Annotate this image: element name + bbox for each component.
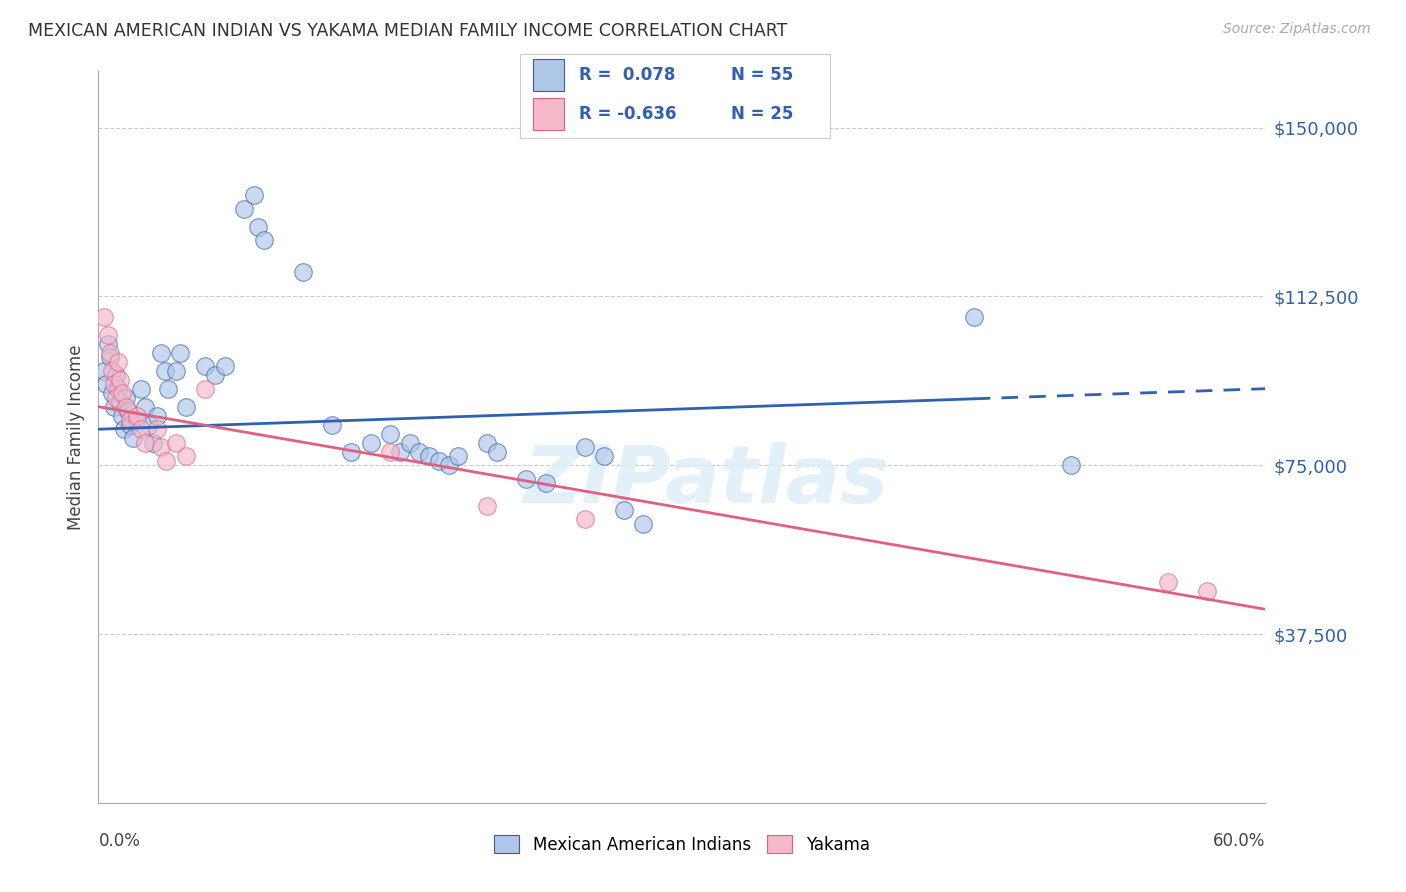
Point bbox=[93, 364, 115, 378]
Point bbox=[103, 400, 125, 414]
Point bbox=[408, 444, 430, 458]
Point bbox=[101, 386, 124, 401]
Point bbox=[962, 310, 984, 324]
Point bbox=[118, 417, 141, 432]
Point bbox=[112, 422, 135, 436]
Text: 60.0%: 60.0% bbox=[1213, 832, 1265, 850]
Point bbox=[340, 444, 363, 458]
Point bbox=[574, 512, 596, 526]
Point bbox=[204, 368, 226, 383]
Point bbox=[114, 391, 136, 405]
Point bbox=[593, 449, 616, 463]
Point bbox=[169, 345, 191, 359]
Point bbox=[1157, 575, 1180, 590]
Point bbox=[194, 359, 217, 374]
Point bbox=[380, 426, 402, 441]
Point bbox=[93, 310, 115, 324]
Point bbox=[165, 364, 187, 378]
Point bbox=[134, 400, 156, 414]
Text: MEXICAN AMERICAN INDIAN VS YAKAMA MEDIAN FAMILY INCOME CORRELATION CHART: MEXICAN AMERICAN INDIAN VS YAKAMA MEDIAN… bbox=[28, 22, 787, 40]
Point bbox=[515, 472, 537, 486]
Point bbox=[122, 431, 145, 445]
Point bbox=[97, 336, 120, 351]
Point bbox=[98, 350, 121, 364]
Point bbox=[174, 449, 197, 463]
Point bbox=[98, 345, 121, 359]
Point bbox=[447, 449, 470, 463]
Point bbox=[127, 413, 149, 427]
Point bbox=[129, 382, 152, 396]
Point bbox=[631, 516, 654, 531]
Y-axis label: Median Family Income: Median Family Income bbox=[66, 344, 84, 530]
Point bbox=[1060, 458, 1083, 473]
Point bbox=[97, 327, 120, 342]
Point bbox=[127, 409, 149, 423]
Point bbox=[117, 404, 139, 418]
FancyBboxPatch shape bbox=[533, 59, 564, 91]
Point bbox=[321, 417, 343, 432]
Point bbox=[146, 409, 169, 423]
Point bbox=[138, 417, 160, 432]
Point bbox=[107, 354, 129, 368]
Point bbox=[129, 422, 152, 436]
Point bbox=[427, 453, 450, 467]
Point bbox=[233, 202, 256, 216]
Point bbox=[103, 377, 125, 392]
Point bbox=[486, 444, 509, 458]
Point bbox=[142, 435, 165, 450]
Point bbox=[174, 400, 197, 414]
Point bbox=[149, 440, 172, 454]
Point bbox=[108, 395, 131, 409]
Text: Source: ZipAtlas.com: Source: ZipAtlas.com bbox=[1223, 22, 1371, 37]
Point bbox=[101, 364, 124, 378]
Text: ZIPatlas: ZIPatlas bbox=[523, 442, 887, 520]
Point bbox=[153, 364, 176, 378]
Point bbox=[108, 373, 131, 387]
Point bbox=[104, 391, 127, 405]
Point bbox=[155, 453, 177, 467]
Point bbox=[574, 440, 596, 454]
Point bbox=[388, 444, 411, 458]
Point bbox=[477, 499, 499, 513]
Point bbox=[534, 476, 557, 491]
Point bbox=[146, 422, 169, 436]
Point bbox=[134, 435, 156, 450]
Text: 0.0%: 0.0% bbox=[98, 832, 141, 850]
Point bbox=[111, 386, 134, 401]
Point bbox=[246, 219, 269, 234]
Text: R =  0.078: R = 0.078 bbox=[579, 66, 675, 84]
FancyBboxPatch shape bbox=[533, 97, 564, 130]
Point bbox=[165, 435, 187, 450]
Point bbox=[477, 435, 499, 450]
Point bbox=[104, 368, 127, 383]
Point bbox=[1195, 584, 1218, 599]
Point bbox=[118, 413, 141, 427]
Text: R = -0.636: R = -0.636 bbox=[579, 104, 676, 123]
Point bbox=[107, 382, 129, 396]
Point bbox=[612, 503, 634, 517]
Point bbox=[111, 409, 134, 423]
Text: N = 55: N = 55 bbox=[731, 66, 793, 84]
Text: N = 25: N = 25 bbox=[731, 104, 793, 123]
Legend: Mexican American Indians, Yakama: Mexican American Indians, Yakama bbox=[488, 829, 876, 860]
Point bbox=[380, 444, 402, 458]
Point bbox=[214, 359, 236, 374]
Point bbox=[437, 458, 460, 473]
Point bbox=[149, 345, 172, 359]
Point bbox=[253, 233, 276, 247]
Point bbox=[243, 188, 266, 202]
Point bbox=[398, 435, 420, 450]
Point bbox=[418, 449, 440, 463]
Point bbox=[96, 377, 118, 392]
Point bbox=[114, 400, 136, 414]
Point bbox=[360, 435, 382, 450]
Point bbox=[194, 382, 217, 396]
Point bbox=[291, 265, 314, 279]
Point bbox=[157, 382, 180, 396]
